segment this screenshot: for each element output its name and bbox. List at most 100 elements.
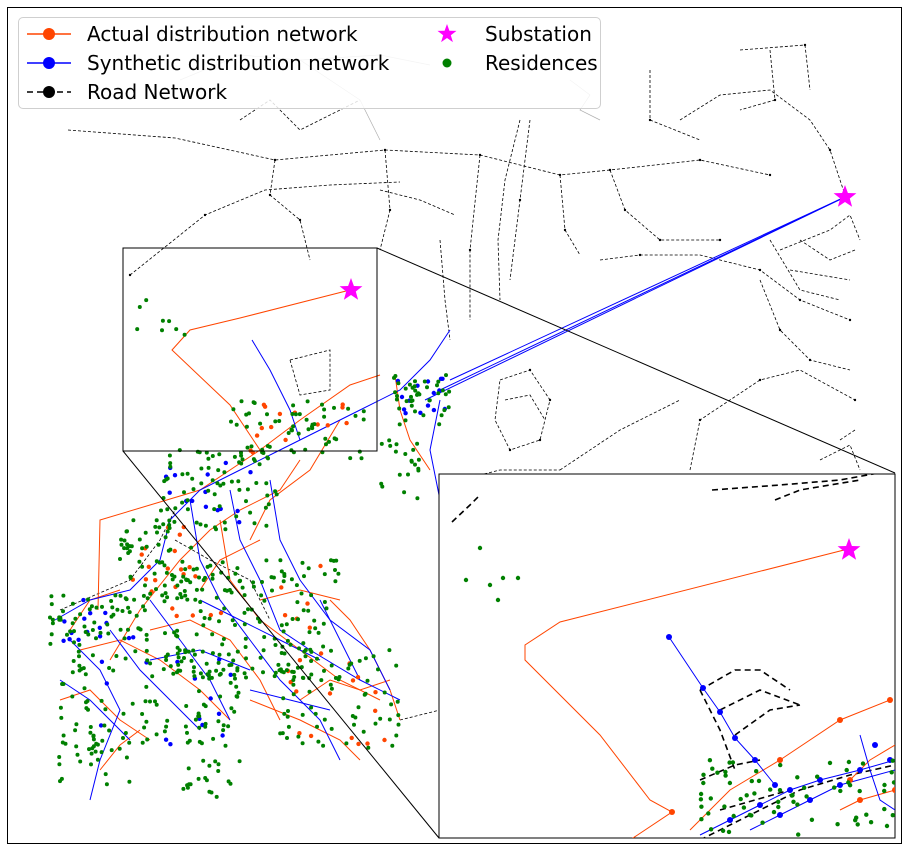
residence-dot [121,736,125,740]
residence-dot [257,462,262,467]
residence-dot [306,427,311,432]
network-node [178,567,184,572]
residence-dot [124,529,129,534]
residence-dot [232,709,237,714]
residence-dot [164,658,169,662]
residence-dot [109,599,114,603]
residence-dot [291,670,296,674]
residence-dot [285,736,289,740]
legend-label-road: Road Network [87,80,228,104]
residence-dot [123,656,128,661]
residence-dot [274,492,279,497]
residence-dot [284,622,289,627]
residence-dot [722,804,727,809]
road-node [383,148,387,152]
residence-dot [300,560,305,565]
residence-dot [175,651,180,656]
residence-dot [167,319,172,324]
residence-dot [124,755,129,760]
residence-dot [327,439,331,444]
residence-dot [94,636,98,641]
road-node [853,398,857,402]
residence-dot [90,653,95,658]
residence-dot [777,788,783,793]
residence-dot [201,758,206,763]
residence-dot [168,547,173,552]
residence-dot [144,648,149,653]
road-node [538,438,542,442]
residence-dot [57,755,62,759]
network-node [174,613,179,619]
network-node [305,601,310,606]
residence-dot [196,776,201,781]
residence-dot [416,457,421,462]
residence-dot [864,812,869,817]
residence-dot [185,730,189,735]
network-node [97,634,103,639]
residence-dot [194,587,199,592]
residence-dot [890,758,895,763]
residence-dot [882,788,887,794]
residence-dot [154,732,159,737]
residence-dot [723,769,728,775]
network-node [350,678,356,683]
residence-dot [356,705,361,710]
residence-dot [404,399,409,404]
residence-dot [323,436,328,441]
residence-dot [708,796,713,801]
residence-dot [444,373,448,378]
residence-dot [388,443,393,448]
residence-dot [442,408,447,413]
residence-dot [165,718,170,723]
residence-dot [159,508,163,513]
residence-dot [103,707,108,712]
residence-dot [220,642,225,647]
residence-dot [220,560,225,565]
residence-dot [189,658,194,663]
residence-dot [222,470,227,475]
network-node [344,420,349,426]
residence-dot [296,431,301,436]
road-node [848,318,852,322]
network-node [340,405,345,410]
residence-dot [791,799,796,804]
network-node [438,376,444,381]
residence-dot [130,701,135,706]
residence-dot [361,409,366,414]
residence-dot [193,597,198,602]
residence-dot [257,619,262,624]
residence-dot [216,769,221,773]
residence-dot [776,799,781,804]
residence-dot [329,663,334,668]
residence-dot [347,662,352,667]
legend: Actual distribution network Synthetic di… [18,17,601,109]
road-node [773,98,777,102]
residence-dot [163,535,168,540]
network-node [425,403,431,408]
network-node [373,708,378,713]
residence-dot [403,386,408,391]
residence-dot [701,772,706,777]
residence-dot [157,525,162,530]
residence-dot [329,686,334,691]
residence-dot [286,662,291,667]
residence-dot [198,671,203,676]
residence-dot [110,605,115,610]
network-node [772,782,778,788]
residence-dot [332,405,336,410]
network-node [399,394,405,400]
residence-dot [409,403,414,408]
residence-dot [204,778,209,783]
residence-dot [242,610,247,615]
residence-dot [297,412,302,417]
residence-dot [346,666,351,671]
residences-layer [48,298,452,799]
residence-dot [320,402,324,407]
residence-dot [312,618,317,623]
residence-dot [197,725,202,730]
residence-dot [279,651,284,655]
residence-dot [171,671,176,676]
residence-dot [178,668,183,673]
residence-dot [160,593,165,598]
network-node [892,787,895,793]
